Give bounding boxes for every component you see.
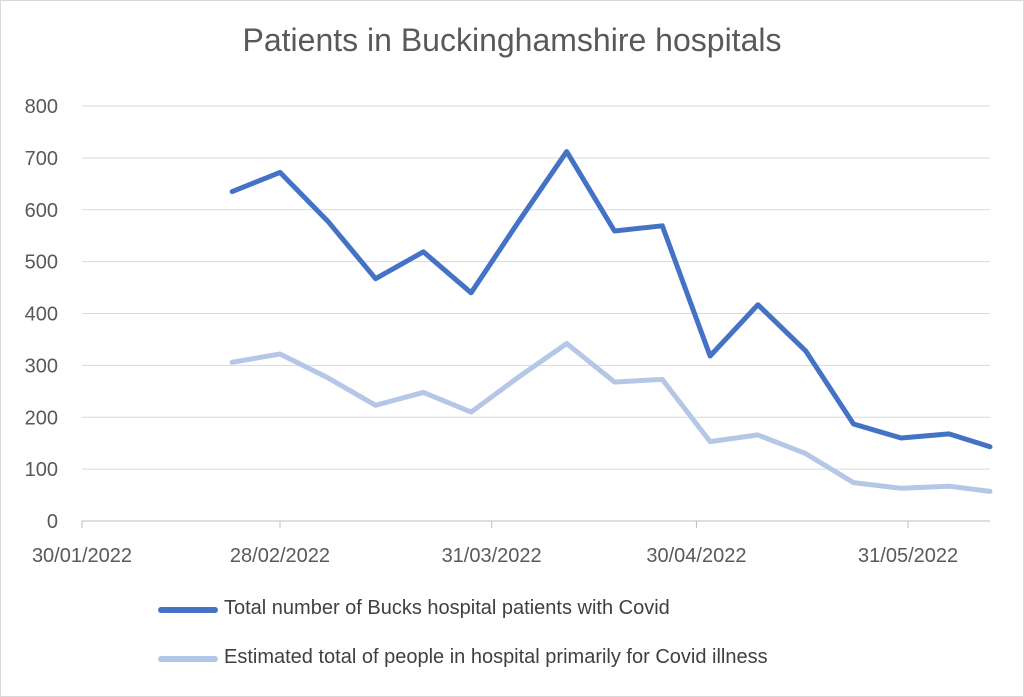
- x-tick-label: 31/05/2022: [858, 545, 958, 567]
- series-line-total-patients: [229, 149, 993, 450]
- legend-swatch: [158, 656, 218, 662]
- legend-label: Total number of Bucks hospital patients …: [224, 597, 670, 619]
- series-line-primarily-covid: [229, 341, 993, 494]
- x-tick-label: 31/03/2022: [442, 545, 542, 567]
- y-tick-label: 700: [25, 148, 58, 170]
- x-tick-label: 30/01/2022: [32, 545, 132, 567]
- legend-swatch: [158, 607, 218, 613]
- legend-label: Estimated total of people in hospital pr…: [224, 646, 768, 668]
- x-tick-label: 28/02/2022: [230, 545, 330, 567]
- y-tick-label: 300: [25, 355, 58, 377]
- y-tick-label: 600: [25, 200, 58, 222]
- y-tick-label: 800: [25, 96, 58, 118]
- x-tick-label: 30/04/2022: [646, 545, 746, 567]
- chart-title: Patients in Buckinghamshire hospitals: [242, 22, 782, 58]
- y-tick-label: 0: [47, 511, 58, 533]
- legend-item-primarily-covid: Estimated total of people in hospital pr…: [158, 644, 978, 674]
- y-tick-label: 400: [25, 304, 58, 326]
- legend-item-total-patients: Total number of Bucks hospital patients …: [158, 595, 978, 625]
- y-tick-label: 200: [25, 407, 58, 429]
- y-tick-label: 100: [25, 459, 58, 481]
- y-tick-label: 500: [25, 252, 58, 274]
